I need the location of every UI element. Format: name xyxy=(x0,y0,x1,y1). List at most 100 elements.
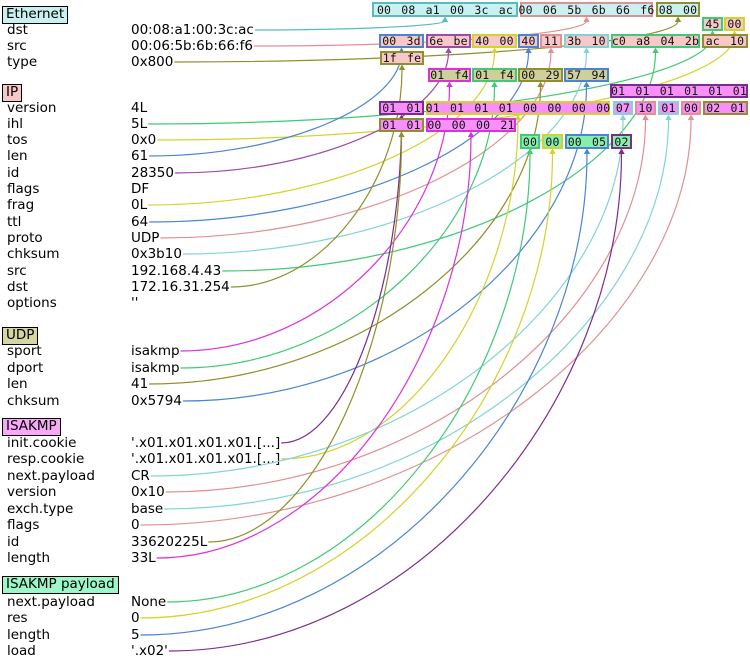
hex-bytes-box-inp: 07 xyxy=(613,101,633,115)
field-value: 192.168.4.43 xyxy=(131,263,222,279)
field-name: res xyxy=(7,610,28,626)
connector-arrowhead xyxy=(398,114,405,120)
field-name: src xyxy=(7,38,27,54)
field-value: 5L xyxy=(131,116,148,132)
hex-bytes-box-ip_ihl: 45 xyxy=(702,17,723,31)
connector-arrowhead xyxy=(526,148,534,154)
hex-bytes-box-ip_len: 00 3d xyxy=(379,34,424,48)
hex-bytes-box-eth_dst: 00 08 a1 00 3c ac xyxy=(372,2,518,17)
hex-bytes-box-ip_dst_b: 1f fe xyxy=(380,51,424,65)
connector-arrowhead xyxy=(583,16,590,22)
field-value: 00:08:a1:00:3c:ac xyxy=(131,22,254,38)
field-value: 33620225L xyxy=(131,534,208,550)
field-row: type 0x800 xyxy=(0,54,370,70)
field-name: id xyxy=(7,165,20,181)
field-name: exch.type xyxy=(7,501,74,517)
field-value: 0 xyxy=(131,517,140,533)
field-name: ihl xyxy=(7,116,24,132)
field-row: init.cookie '.x01.x01.x01.x01.[...] xyxy=(0,435,370,451)
field-value: 5 xyxy=(131,627,140,643)
field-row: chksum 0x5794 xyxy=(0,393,370,409)
protocol-fields-pane: Ethernet dst 00:08:a1:00:3c:ac src 00:06:5b:… xyxy=(0,0,370,661)
field-row: version 4L xyxy=(0,100,370,116)
field-value: isakmp xyxy=(131,343,180,359)
field-name: length xyxy=(7,550,51,566)
field-row: len 41 xyxy=(0,376,370,392)
field-name: next.payload xyxy=(7,594,95,610)
field-value: '.x01.x01.x01.x01.[...] xyxy=(131,451,281,467)
connector-arrowhead xyxy=(583,47,590,53)
field-name: flags xyxy=(7,517,40,533)
hex-bytes-box-udp_dport: 01 f4 xyxy=(472,68,517,82)
connector-arrowhead xyxy=(583,148,591,154)
field-name: dport xyxy=(7,360,44,376)
hex-bytes-box-pres: 00 xyxy=(542,134,563,149)
field-value: CR xyxy=(131,468,150,484)
connector-arrowhead xyxy=(731,30,738,36)
field-row: len 61 xyxy=(0,148,370,164)
field-row: tos 0x0 xyxy=(0,132,370,148)
hex-bytes-box-iid_a: 02 01 xyxy=(703,101,748,115)
connector-arrowhead xyxy=(652,47,659,53)
field-name: resp.cookie xyxy=(7,451,85,467)
hex-bytes-box-ip_chksum: 3b 10 xyxy=(564,34,609,48)
field-name: version xyxy=(7,100,57,116)
hex-bytes-box-ip_tos: 00 xyxy=(724,17,745,31)
field-value: 33L xyxy=(131,550,156,566)
field-name: length xyxy=(7,627,51,643)
field-value: 0x0 xyxy=(131,132,157,148)
hex-bytes-box-eth_src: 00 06 5b 6b 66 f6 xyxy=(518,2,655,17)
connector-arrowhead xyxy=(441,16,449,22)
field-name: version xyxy=(7,484,57,500)
field-name: ttl xyxy=(7,214,22,230)
connector-arrowhead xyxy=(525,47,532,53)
field-row: length 5 xyxy=(0,627,370,643)
hex-bytes-box-ip_id: 6e be xyxy=(426,34,471,48)
hex-bytes-box-icook_b: 01 01 xyxy=(379,101,424,115)
field-row: resp.cookie '.x01.x01.x01.x01.[...] xyxy=(0,451,370,467)
field-name: load xyxy=(7,643,36,659)
field-name: len xyxy=(7,148,28,164)
field-name: flags xyxy=(7,181,40,197)
field-value: 0x5794 xyxy=(131,393,182,409)
connector-arrowhead xyxy=(467,131,475,137)
field-name: frag xyxy=(7,197,35,213)
connector-arrowhead xyxy=(583,81,590,87)
field-value: UDP xyxy=(131,230,160,246)
field-value: 0x3b10 xyxy=(131,246,182,262)
connector-arrowhead xyxy=(491,47,498,53)
layer-label-isakmp: ISAKMP xyxy=(2,418,61,436)
field-name: type xyxy=(7,54,38,70)
connector-arrowhead xyxy=(549,148,556,154)
field-row: version 0x10 xyxy=(0,484,370,500)
connector-arrowhead xyxy=(642,114,649,120)
field-name: src xyxy=(7,263,27,279)
field-row: exch.type base xyxy=(0,501,370,517)
connector-arrowhead xyxy=(709,30,716,36)
connector-arrowhead xyxy=(514,114,522,120)
field-value: '.x02' xyxy=(131,643,168,659)
layer-label-ip: IP xyxy=(2,84,23,102)
field-row: dport isakmp xyxy=(0,360,370,376)
hex-bytes-box-udp_chksum: 57 94 xyxy=(564,68,609,82)
field-row: src 00:06:5b:6b:66:f6 xyxy=(0,38,370,54)
hex-bytes-box-ip_dst_a: ac 10 xyxy=(702,34,748,48)
field-value: 172.16.31.254 xyxy=(131,279,230,295)
field-name: next.payload xyxy=(7,468,95,484)
field-value: 00:06:5b:6b:66:f6 xyxy=(131,38,253,54)
connector-arrowhead xyxy=(491,81,498,87)
field-row: next.payload CR xyxy=(0,468,370,484)
field-value: 0 xyxy=(131,610,140,626)
field-value: None xyxy=(131,594,167,610)
field-name: sport xyxy=(7,343,42,359)
connector-arrowhead xyxy=(547,47,555,53)
field-row: options '' xyxy=(0,295,370,311)
field-name: options xyxy=(7,295,57,311)
field-row: res 0 xyxy=(0,610,370,626)
layer-label-udp: UDP xyxy=(2,327,39,345)
field-row: dst 00:08:a1:00:3c:ac xyxy=(0,22,370,38)
connector-arrowhead xyxy=(446,81,453,87)
connector-arrowhead xyxy=(687,114,695,120)
connector-arrowhead xyxy=(665,114,672,120)
layer-label-payload: ISAKMP payload xyxy=(2,576,119,594)
